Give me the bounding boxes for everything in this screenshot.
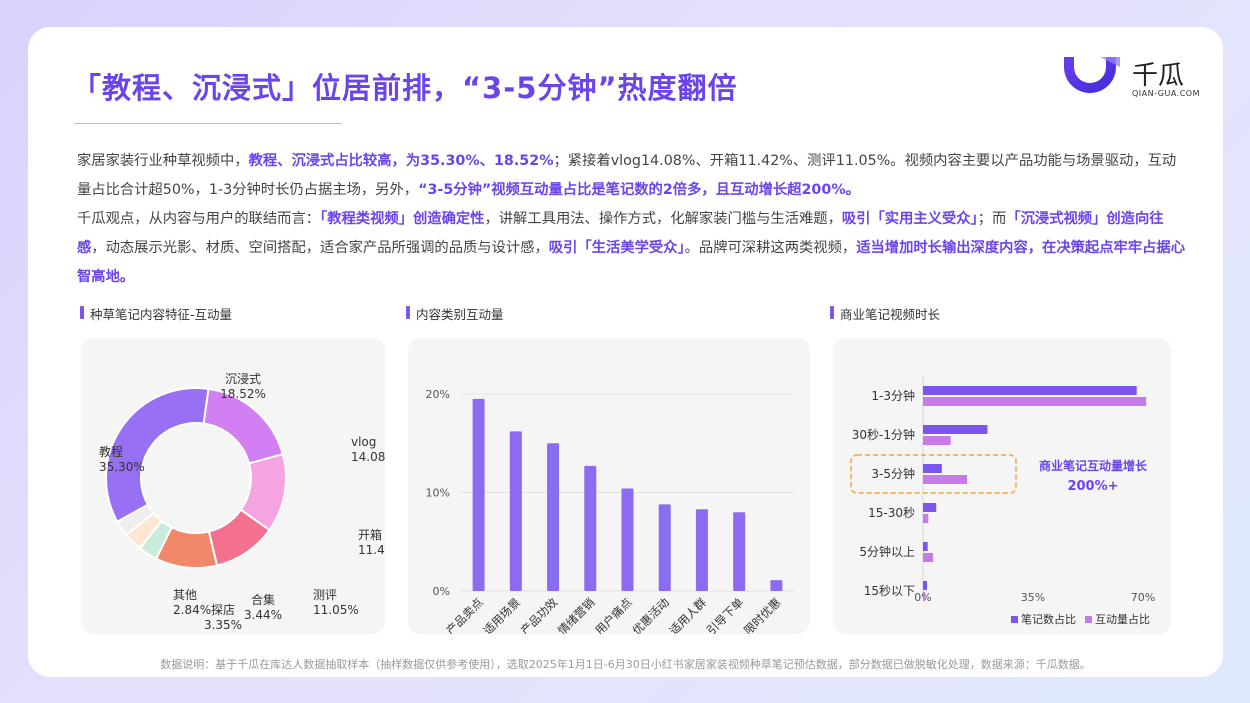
intro-segment: 吸引「实用主义受众」 bbox=[841, 211, 978, 227]
hbar-2-series-0 bbox=[923, 464, 942, 473]
donut-label-name: 探店 bbox=[211, 603, 235, 617]
intro-paragraph-1: 家居家装行业种草视频中，教程、沉浸式占比较高，为35.30%、18.52%；紧接… bbox=[77, 147, 1189, 205]
page-title: 「教程、沉浸式」位居前排，“3-5分钟”热度翻倍 bbox=[72, 71, 738, 105]
hbars-panel: 0%35%70%1-3分钟30秒-1分钟3-5分钟15-30秒5分钟以上15秒以… bbox=[833, 338, 1171, 634]
logo-subtitle: QIAN-GUA.COM bbox=[1132, 89, 1201, 98]
hbar-4-series-0 bbox=[923, 542, 928, 551]
hbars-xtick: 35% bbox=[1021, 591, 1045, 604]
donut-section-title: 种草笔记内容特征-互动量 bbox=[80, 304, 232, 323]
hbar-3-series-0 bbox=[923, 503, 937, 512]
bar-0 bbox=[472, 398, 485, 591]
hbar-3-series-1 bbox=[923, 514, 929, 523]
annotation-line-2: 200%+ bbox=[1067, 479, 1118, 494]
intro-segment: 吸引「生活美学受众」 bbox=[548, 240, 685, 256]
hbar-0-series-1 bbox=[923, 397, 1147, 406]
legend-swatch-1 bbox=[1085, 616, 1092, 623]
hbars-category: 5分钟以上 bbox=[859, 544, 915, 559]
bars-panel: 0% 10% 20% 产品卖点 适用场景 产品功效 情绪营销 用户痛点 优惠活动 适用人群 引导下单… bbox=[408, 338, 810, 638]
donut-label-name: 教程 bbox=[99, 444, 123, 459]
bar-4 bbox=[621, 488, 634, 591]
hbars-section-title: 商业笔记视频时长 bbox=[830, 304, 940, 323]
bars-ytick: 0% bbox=[433, 585, 450, 598]
bars-ytick: 10% bbox=[426, 487, 450, 500]
hbars-xtick: 70% bbox=[1131, 591, 1155, 604]
highlight-box bbox=[850, 454, 1017, 494]
intro-segment: ，讲解工具用法、操作方式，化解家装门槛与生活难题， bbox=[484, 211, 842, 227]
data-footnote: 数据说明：基于千瓜在库达人数据抽取样本（抽样数据仅供参考使用），选取2025年1… bbox=[160, 658, 1091, 671]
hbar-5-series-0 bbox=[923, 581, 928, 590]
donut-label-name: 其他 bbox=[173, 588, 197, 602]
hbar-0-series-0 bbox=[923, 386, 1137, 395]
hbars-category: 15-30秒 bbox=[868, 506, 915, 520]
hbars-category: 3-5分钟 bbox=[871, 466, 915, 481]
bars-xtick: 限时优惠 bbox=[741, 595, 783, 634]
donut-label-value: 11.42% bbox=[358, 543, 385, 557]
donut-label-value: 35.30% bbox=[99, 460, 145, 474]
donut-label-name: 沉浸式 bbox=[225, 372, 261, 386]
donut-label-value: 3.35% bbox=[204, 618, 242, 632]
bars-xtick: 引导下单 bbox=[704, 595, 746, 634]
hbars-category: 30秒-1分钟 bbox=[852, 427, 915, 442]
hbar-4-series-1 bbox=[923, 553, 934, 562]
intro-segment: 教程、沉浸式占比较高，为35.30%、18.52% bbox=[248, 153, 554, 169]
annotation-line-1: 商业笔记互动量增长 bbox=[1039, 458, 1148, 473]
bars-xtick: 优惠活动 bbox=[629, 595, 671, 634]
bars-xtick: 适用场景 bbox=[481, 595, 523, 634]
intro-segment: ；紧接着vlog14.08%、开箱11.42%、测评11.05%。视频内容主要以… bbox=[77, 153, 1177, 198]
bars-xtick: 产品卖点 bbox=[443, 595, 485, 634]
intro-text: 家居家装行业种草视频中，教程、沉浸式占比较高，为35.30%、18.52%；紧接… bbox=[77, 147, 1189, 292]
hbar-5-series-1 bbox=[923, 592, 925, 601]
bars-ytick: 20% bbox=[426, 388, 450, 401]
hbars-category: 15秒以下 bbox=[864, 584, 915, 598]
donut-label-value: 18.52% bbox=[220, 387, 266, 401]
intro-segment: “3-5分钟”视频互动量占比是笔记数的2倍多，且互动增长超200%。 bbox=[418, 182, 860, 198]
bar-8 bbox=[770, 580, 783, 591]
hbar-2-series-1 bbox=[923, 475, 967, 484]
donut-label-value: 2.84% bbox=[173, 603, 211, 617]
intro-segment: 家居家装行业种草视频中， bbox=[77, 153, 249, 169]
donut-label-name: vlog bbox=[351, 435, 376, 449]
legend-label: 互动量占比 bbox=[1095, 612, 1150, 626]
hbars-category: 1-3分钟 bbox=[871, 388, 915, 403]
bar-2 bbox=[547, 443, 560, 591]
bar-3 bbox=[584, 465, 597, 591]
title-divider bbox=[74, 123, 342, 124]
intro-paragraph-2: 千瓜观点，从内容与用户的联结而言：「教程类视频」创造确定性，讲解工具用法、操作方… bbox=[77, 205, 1189, 292]
donut-label-name: 开箱 bbox=[358, 527, 382, 542]
bar-5 bbox=[658, 504, 671, 591]
logo-name: 千瓜 bbox=[1132, 61, 1185, 91]
donut-slice-0 bbox=[105, 387, 210, 524]
content-category-bar-chart: 0%10%20%产品卖点适用场景产品功效情绪营销用户痛点优惠活动适用人群引导下单… bbox=[426, 388, 795, 638]
intro-segment: ；而 bbox=[977, 211, 1007, 227]
bars-xtick: 情绪营销 bbox=[555, 595, 597, 634]
intro-segment: ，动态展示光影、材质、空间搭配，适合家产品所强调的品质与设计感， bbox=[91, 240, 549, 256]
donut-label-value: 14.08% bbox=[351, 450, 385, 464]
hbar-1-series-1 bbox=[923, 436, 951, 445]
donut-label-value: 3.44% bbox=[244, 608, 282, 622]
donut-label-name: 合集 bbox=[251, 592, 275, 607]
intro-segment: 千瓜观点，从内容与用户的联结而言： bbox=[77, 211, 321, 227]
donut-label-name: 测评 bbox=[313, 588, 337, 602]
legend-swatch-0 bbox=[1011, 616, 1018, 623]
donut-label-value: 11.05% bbox=[313, 603, 359, 617]
intro-segment: 「教程类视频」创造确定性 bbox=[320, 211, 485, 227]
bar-7 bbox=[733, 512, 746, 591]
intro-segment: 。品牌可深耕这两类视频， bbox=[684, 240, 857, 256]
bars-section-title: 内容类别互动量 bbox=[406, 304, 504, 323]
bar-6 bbox=[695, 509, 708, 591]
logo-mark-icon bbox=[1064, 57, 1120, 93]
hbar-1-series-0 bbox=[923, 425, 988, 434]
donut-slice-7 bbox=[115, 503, 155, 537]
video-duration-bar-chart: 0%35%70%1-3分钟30秒-1分钟3-5分钟15-30秒5分钟以上15秒以… bbox=[850, 376, 1155, 626]
bar-1 bbox=[509, 431, 522, 591]
report-card: 「教程、沉浸式」位居前排，“3-5分钟”热度翻倍 千瓜 QIAN-GUA.COM… bbox=[28, 27, 1223, 677]
brand-logo: 千瓜 QIAN-GUA.COM bbox=[1060, 53, 1200, 103]
intro-segment: 适当增加时长输出深度内容，在决策起点牢牢占据心智高地。 bbox=[77, 240, 1186, 285]
intro-segment: 「沉浸式视频」创造向往感 bbox=[77, 211, 1164, 256]
bars-xtick: 用户痛点 bbox=[592, 595, 634, 634]
legend-label: 笔记数占比 bbox=[1021, 612, 1076, 626]
